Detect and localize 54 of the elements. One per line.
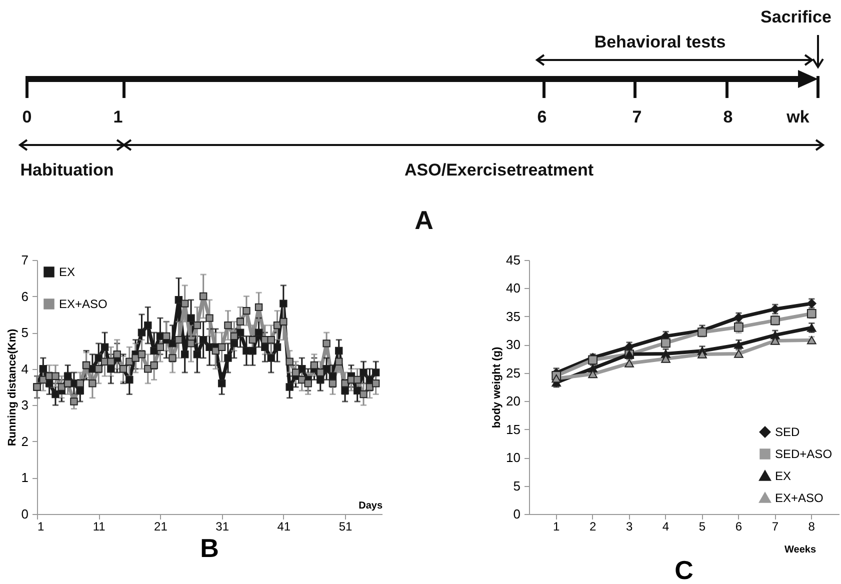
- x-tick-label: 1: [553, 520, 560, 534]
- text: C: [674, 555, 694, 584]
- y-tick-label: 5: [513, 478, 520, 494]
- x-tick-label: 31: [216, 520, 230, 534]
- x-tick-label: 21: [154, 520, 168, 534]
- text: Behavioral tests: [594, 32, 726, 52]
- x-tick-label: 7: [772, 520, 779, 534]
- text: 7: [632, 108, 642, 126]
- legend-label: EX+ASO: [775, 491, 824, 505]
- y-axis-title: body weight (g): [491, 346, 504, 428]
- y-tick-label: 35: [506, 308, 520, 324]
- x-axis-title: Weeks: [784, 544, 816, 556]
- y-tick-label: 40: [506, 280, 520, 296]
- x-tick-label: 11: [92, 520, 106, 534]
- y-tick-label: 7: [21, 252, 28, 268]
- x-tick-label: 1: [38, 520, 44, 534]
- x-tick-label: 51: [338, 520, 353, 534]
- x-tick-label: 8: [808, 520, 816, 534]
- text: Habituation: [20, 160, 114, 180]
- text: ASO/Exercisetreatment: [404, 160, 594, 180]
- x-tick-label: 6: [735, 520, 742, 534]
- legend-label: EX+ASO: [59, 297, 108, 311]
- text: 1: [113, 108, 123, 126]
- legend-label: SED+ASO: [775, 447, 832, 461]
- text: Sacrifice: [760, 8, 832, 26]
- y-tick-label: 1: [21, 470, 28, 486]
- x-tick-label: 3: [626, 520, 633, 534]
- legend-label: SED: [775, 425, 800, 439]
- y-tick-label: 0: [21, 506, 28, 522]
- legend-label: EX: [59, 265, 76, 279]
- y-tick-label: 10: [506, 450, 520, 466]
- legend-label: EX: [775, 469, 792, 483]
- y-tick-label: 15: [506, 422, 520, 437]
- text: 8: [723, 108, 733, 126]
- y-tick-label: 0: [513, 506, 520, 522]
- text: wk: [786, 108, 810, 126]
- y-tick-label: 30: [506, 337, 520, 352]
- y-tick-label: 2: [21, 434, 28, 449]
- x-tick-label: 41: [277, 520, 291, 534]
- y-tick-label: 6: [21, 288, 28, 304]
- y-tick-label: 3: [21, 398, 28, 413]
- x-tick-label: 2: [589, 520, 596, 534]
- y-axis-title: Running distance(Km): [6, 328, 18, 446]
- y-tick-label: 25: [506, 365, 520, 380]
- x-tick-label: 4: [662, 520, 670, 534]
- text: B: [200, 533, 219, 563]
- y-tick-label: 45: [506, 252, 520, 268]
- x-axis-title: Days: [358, 500, 383, 512]
- text: A: [414, 205, 434, 235]
- y-tick-label: 20: [506, 394, 520, 409]
- text: 6: [537, 108, 547, 126]
- y-tick-label: 5: [21, 325, 28, 340]
- y-tick-label: 4: [21, 361, 28, 376]
- x-tick-label: 5: [698, 520, 706, 534]
